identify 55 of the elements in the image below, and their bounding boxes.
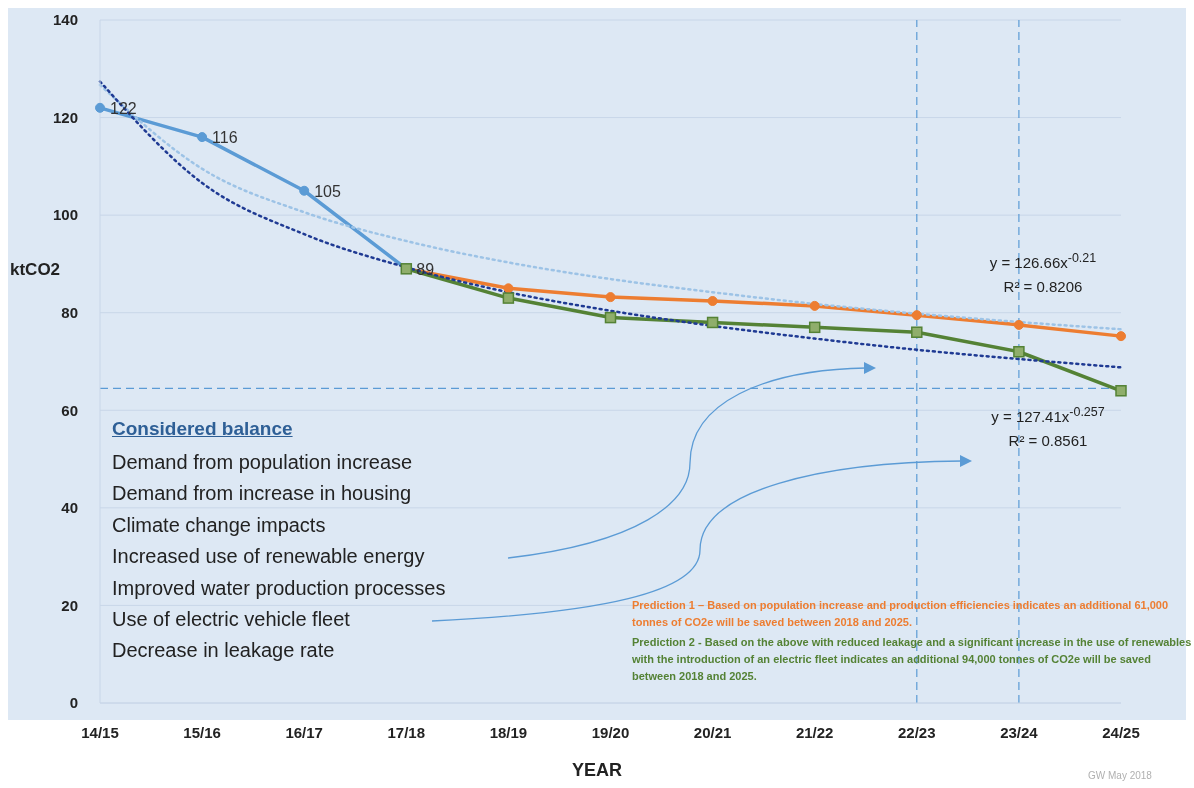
y-tick-label: 0 xyxy=(69,694,78,712)
x-tick-label: 15/16 xyxy=(183,723,221,741)
annotation: R² = 0.8206 xyxy=(1002,278,1084,295)
y-tick-label: 20 xyxy=(61,596,78,614)
annotation: Climate change impacts xyxy=(112,514,327,537)
point xyxy=(808,321,821,334)
annotation: y = 127.41x$^{-0.257}$ xyxy=(990,405,1106,425)
x-tick-label: 24/25 xyxy=(1102,723,1140,741)
x-tick-label: 14/15 xyxy=(81,723,119,741)
x-tick-label: 20/21 xyxy=(693,723,732,741)
y-axis-title: ktCO2 xyxy=(10,260,61,280)
data-label: 116 xyxy=(212,129,238,147)
annotation: Prediction 2 - Based on the above with reduced leakage and a significant increase in the use of renewables with the introduction of an electric fleet indicates an additional 94,000 tonnes of CO2e will be saved between 2018 and 2025. xyxy=(632,635,1192,684)
x-tick-label: 16/17 xyxy=(285,723,323,741)
y-tick-label: 60 xyxy=(61,401,78,419)
annotation: Use of electric vehicle fleet xyxy=(112,608,351,631)
annotation: Considered balance xyxy=(112,418,294,440)
annotation: Prediction 1 – Based on population increase and production efficiencies indicates an additional 61,000 tonnes of CO2e will be saved between 2018 and 2025. xyxy=(632,598,1170,630)
point xyxy=(605,292,616,303)
annotation: y = 126.66x$^{-0.21}$ xyxy=(988,251,1098,271)
y-tick-label: 140 xyxy=(52,11,78,29)
x-tick-label: 21/22 xyxy=(795,723,834,741)
y-tick-label: 40 xyxy=(61,499,78,517)
point xyxy=(503,283,514,294)
point xyxy=(1013,319,1024,330)
x-tick-label: 19/20 xyxy=(591,723,630,741)
x-tick-label: 17/18 xyxy=(387,723,426,741)
annotation: R² = 0.8561 xyxy=(1007,432,1089,449)
annotation: Decrease in leakage rate xyxy=(112,639,336,662)
annotation: Demand from population increase xyxy=(112,451,414,474)
point xyxy=(299,185,310,196)
point xyxy=(95,102,105,113)
text: GW May 2018 xyxy=(1088,770,1153,781)
point xyxy=(809,300,820,311)
point xyxy=(197,132,208,143)
x-tick-label: 18/19 xyxy=(489,723,528,741)
annotation: Demand from increase in housing xyxy=(112,482,413,505)
annotation: Increased use of renewable energy xyxy=(112,545,426,568)
point xyxy=(502,292,515,304)
y-tick-label: 100 xyxy=(52,206,78,224)
point xyxy=(1116,331,1126,342)
point xyxy=(911,326,923,338)
point xyxy=(911,310,922,321)
x-axis-title: YEAR xyxy=(571,760,622,780)
x-tick-label: 22/23 xyxy=(898,723,936,741)
point xyxy=(1013,345,1025,358)
point xyxy=(707,296,718,307)
y-tick-label: 120 xyxy=(52,108,78,126)
data-label: 105 xyxy=(314,182,341,200)
x-tick-label: 23/24 xyxy=(1000,723,1039,741)
point xyxy=(706,316,719,329)
point xyxy=(1115,385,1127,397)
y-tick-label: 80 xyxy=(61,304,78,322)
annotation: Improved water production processes xyxy=(112,577,447,600)
point xyxy=(604,311,617,324)
